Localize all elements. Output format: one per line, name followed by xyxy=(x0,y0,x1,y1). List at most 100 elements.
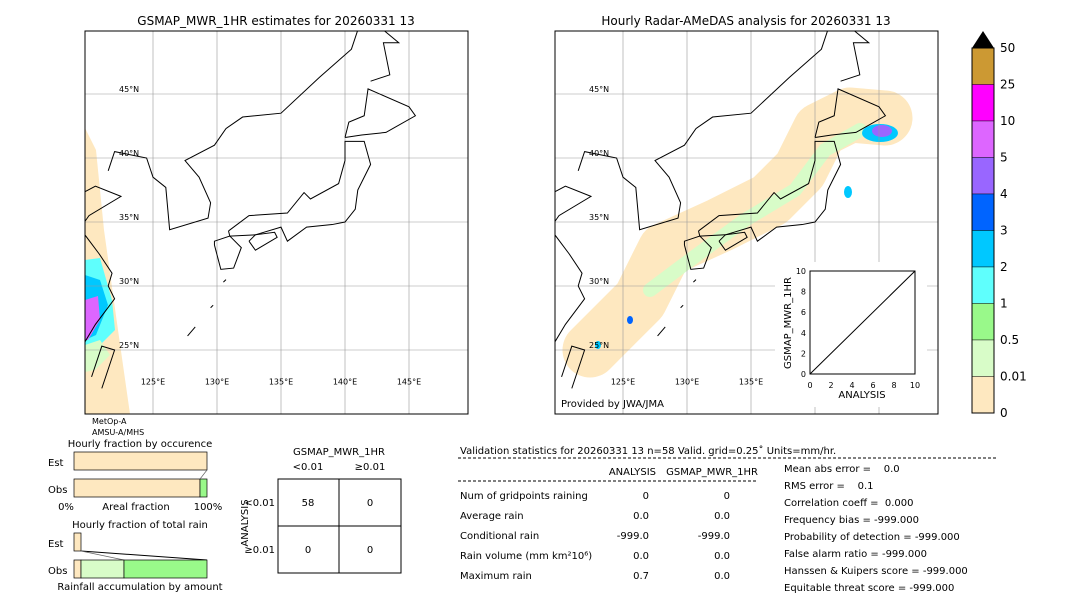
stats-analysis-value: -999.0 xyxy=(617,531,649,542)
scatter-xtick: 0 xyxy=(807,381,812,390)
contingency-row-label: ANALYSIS xyxy=(240,499,251,546)
occurrence-title: Hourly fraction by occurence xyxy=(68,439,212,450)
colorbar-label: 0.01 xyxy=(1000,370,1027,384)
coastline xyxy=(561,345,586,389)
colorbar-segment xyxy=(971,84,995,122)
total-rain-obs-bar-3 xyxy=(123,559,208,579)
lon-label: 140°E xyxy=(333,378,357,387)
lon-label: 130°E xyxy=(675,378,699,387)
occurrence-tick-100: 100% xyxy=(194,502,223,513)
stats-gsmap-value: 0 xyxy=(724,491,730,502)
coastline xyxy=(577,31,828,231)
stats-gsmap-value: 0.0 xyxy=(714,551,730,562)
total-rain-title: Hourly fraction of total rain xyxy=(72,520,208,531)
coastline xyxy=(840,31,871,82)
colorbar-label: 0 xyxy=(1000,406,1008,420)
coastline xyxy=(683,235,712,270)
colorbar-segment xyxy=(971,47,995,85)
sensor-label-1: MetOp-A xyxy=(92,417,127,426)
data-credit: Provided by JWA/JMA xyxy=(561,399,664,410)
colorbar-label: 0.5 xyxy=(1000,333,1019,347)
total-rain-est-label: Est xyxy=(48,539,64,550)
coastline xyxy=(248,231,278,251)
stats-row-label: Conditional rain xyxy=(460,531,539,542)
scatter-ytick: 6 xyxy=(801,308,806,317)
lon-label: 145°E xyxy=(397,378,421,387)
left-map-frame xyxy=(84,30,469,415)
lat-label: 35°N xyxy=(119,213,139,222)
coastline xyxy=(187,326,196,337)
contingency-row-1: <0.01 xyxy=(244,498,275,509)
coastline xyxy=(555,185,593,343)
stats-gsmap-value: 0.0 xyxy=(714,511,730,522)
cell-hit: 0 xyxy=(367,545,373,556)
occurrence-xlabel: Areal fraction xyxy=(102,502,169,513)
score-line: Frequency bias = -999.000 xyxy=(784,515,919,526)
score-line: False alarm ratio = -999.000 xyxy=(784,549,927,560)
stats-row-label: Num of gridpoints raining xyxy=(460,491,588,502)
lat-label: 45°N xyxy=(119,85,139,94)
coastline xyxy=(693,279,697,283)
coastline xyxy=(657,326,666,337)
colorbar-segment xyxy=(971,266,995,304)
coastline xyxy=(228,140,372,242)
lat-label: 40°N xyxy=(589,149,609,158)
colorbar-segment xyxy=(971,376,995,414)
lat-label: 30°N xyxy=(119,277,139,286)
stats-row-label: Average rain xyxy=(460,511,524,522)
score-line: Probability of detection = -999.000 xyxy=(784,532,960,543)
scatter-xtick: 6 xyxy=(870,381,875,390)
contingency-col-1: <0.01 xyxy=(293,462,324,473)
coastline xyxy=(85,185,123,343)
stats-col-gsmap: GSMAP_MWR_1HR xyxy=(666,467,758,478)
lon-label: 125°E xyxy=(611,378,635,387)
occurrence-obs-label: Obs xyxy=(48,485,67,496)
stats-col-analysis: ANALYSIS xyxy=(609,467,656,478)
occurrence-obs-bar-wet xyxy=(199,478,208,498)
coastline xyxy=(223,279,227,283)
left-map-title: GSMAP_MWR_1HR estimates for 20260331 13 xyxy=(137,14,414,28)
score-line: Hanssen & Kuipers score = -999.000 xyxy=(784,566,968,577)
lon-label: 125°E xyxy=(141,378,165,387)
diagonal-line xyxy=(809,270,916,375)
total-rain-xlabel: Rainfall accumulation by amount xyxy=(57,582,222,593)
colorbar-segment xyxy=(971,303,995,341)
contingency-title: GSMAP_MWR_1HR xyxy=(293,447,385,458)
colorbar-segment xyxy=(971,157,995,195)
colorbar-extend-arrow xyxy=(972,31,994,48)
colorbar-label: 3 xyxy=(1000,224,1008,238)
stats-analysis-value: 0 xyxy=(643,491,649,502)
left-rain-field xyxy=(85,128,130,414)
total-rain-obs-label: Obs xyxy=(48,566,67,577)
stats-row-label: Maximum rain xyxy=(460,571,532,582)
colorbar-segment xyxy=(971,193,995,231)
score-line: Equitable threat score = -999.000 xyxy=(784,583,954,594)
occurrence-est-bar xyxy=(73,451,208,471)
cell-hit-neg: 58 xyxy=(302,498,315,509)
stats-row-label: Rain volume (mm km²10⁶) xyxy=(460,551,592,562)
validation-stats: Validation statistics for 20260331 13 n=… xyxy=(458,445,996,594)
coastline xyxy=(814,88,887,139)
stats-analysis-value: 0.7 xyxy=(633,571,649,582)
stats-header: Validation statistics for 20260331 13 n=… xyxy=(460,445,836,457)
scatter-xtick: 2 xyxy=(828,381,833,390)
colorbar: 50 25 10 5 4 3 2 1 0.5 0.01 0 xyxy=(971,31,1027,420)
left-map: 45°N 40°N 35°N 30°N 25°N 125°E 130°E 135°E 140°E… xyxy=(85,31,468,414)
sensor-label-2: AMSU-A/MHS xyxy=(92,428,144,437)
right-map-frame xyxy=(554,30,939,415)
colorbar-label: 50 xyxy=(1000,41,1015,55)
score-line: RMS error = 0.1 xyxy=(784,481,874,492)
coastline xyxy=(210,304,214,309)
scatter-ytick: 2 xyxy=(801,349,806,358)
scatter-xtick: 8 xyxy=(891,381,896,390)
lon-label: 135°E xyxy=(739,378,763,387)
lat-label: 25°N xyxy=(589,341,609,350)
cell-false-alarm: 0 xyxy=(367,498,373,509)
coastline xyxy=(370,31,401,82)
stats-gsmap-value: 0.0 xyxy=(714,571,730,582)
right-map: 45°N 40°N 35°N 30°N 25°N 125°E 130°E 135°E xyxy=(555,31,938,414)
lon-label: 135°E xyxy=(269,378,293,387)
lon-label: 130°E xyxy=(205,378,229,387)
stats-analysis-value: 0.0 xyxy=(633,551,649,562)
